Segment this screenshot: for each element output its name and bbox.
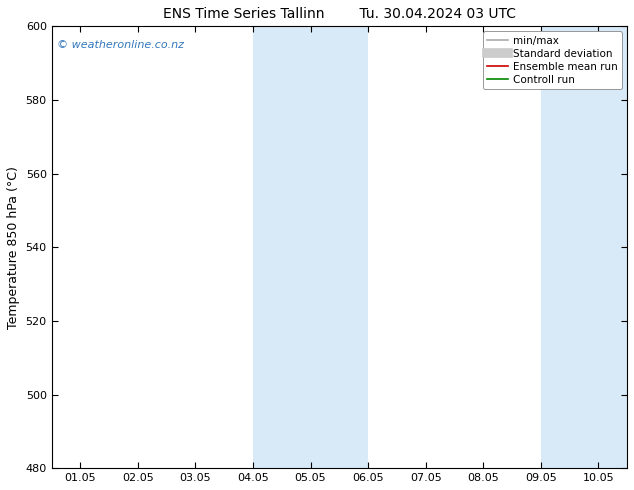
Text: © weatheronline.co.nz: © weatheronline.co.nz [57,40,184,49]
Bar [541,26,627,468]
Title: ENS Time Series Tallinn        Tu. 30.04.2024 03 UTC: ENS Time Series Tallinn Tu. 30.04.2024 0… [163,7,516,21]
Bar [253,26,368,468]
Legend: min/max, Standard deviation, Ensemble mean run, Controll run: min/max, Standard deviation, Ensemble me… [482,31,622,89]
Y-axis label: Temperature 850 hPa (°C): Temperature 850 hPa (°C) [7,166,20,329]
